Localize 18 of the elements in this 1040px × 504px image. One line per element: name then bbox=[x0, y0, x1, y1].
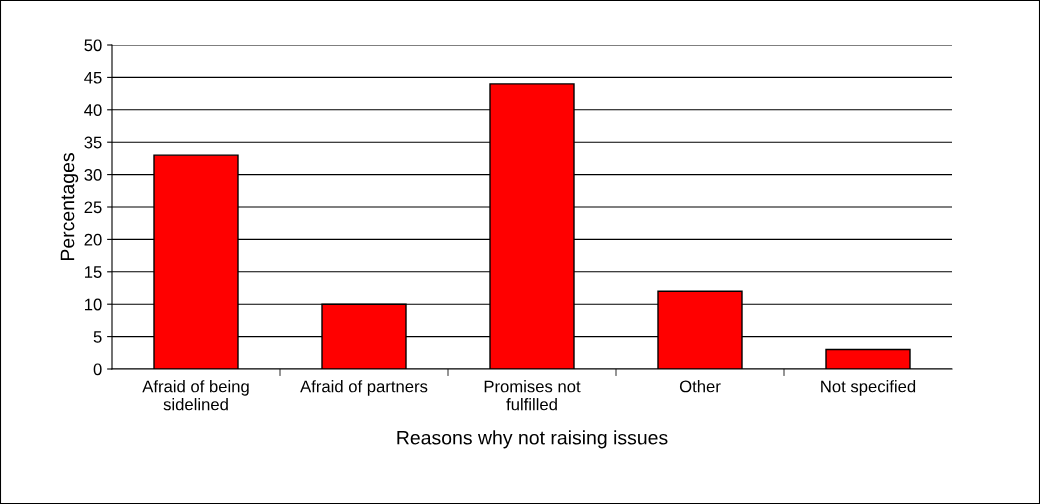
y-tick-label: 0 bbox=[93, 363, 102, 376]
x-tick-label: Other bbox=[679, 380, 721, 393]
x-tick-label: Not specified bbox=[821, 380, 916, 396]
y-tick-label: 10 bbox=[85, 298, 102, 311]
x-tick-label: Afraid of being sidelined bbox=[142, 380, 249, 411]
y-tick-label: 30 bbox=[84, 169, 102, 181]
y-tick-label: 25 bbox=[84, 201, 102, 214]
y-tick-label: 50 bbox=[84, 39, 102, 52]
y-axis-title: Percentages bbox=[60, 153, 79, 260]
x-tick-label: Afraid of partners bbox=[300, 380, 428, 396]
y-tick-label: 35 bbox=[84, 136, 102, 149]
x-tick-label: Promises not fulfilled bbox=[484, 380, 581, 411]
y-tick-label: 45 bbox=[84, 71, 102, 84]
y-tick-label: 15 bbox=[85, 266, 102, 278]
y-tick-label: 5 bbox=[93, 331, 102, 343]
y-tick-label: 40 bbox=[84, 104, 102, 116]
y-tick-label: 20 bbox=[84, 233, 102, 246]
x-axis-title: Reasons why not raising issues bbox=[397, 430, 668, 449]
